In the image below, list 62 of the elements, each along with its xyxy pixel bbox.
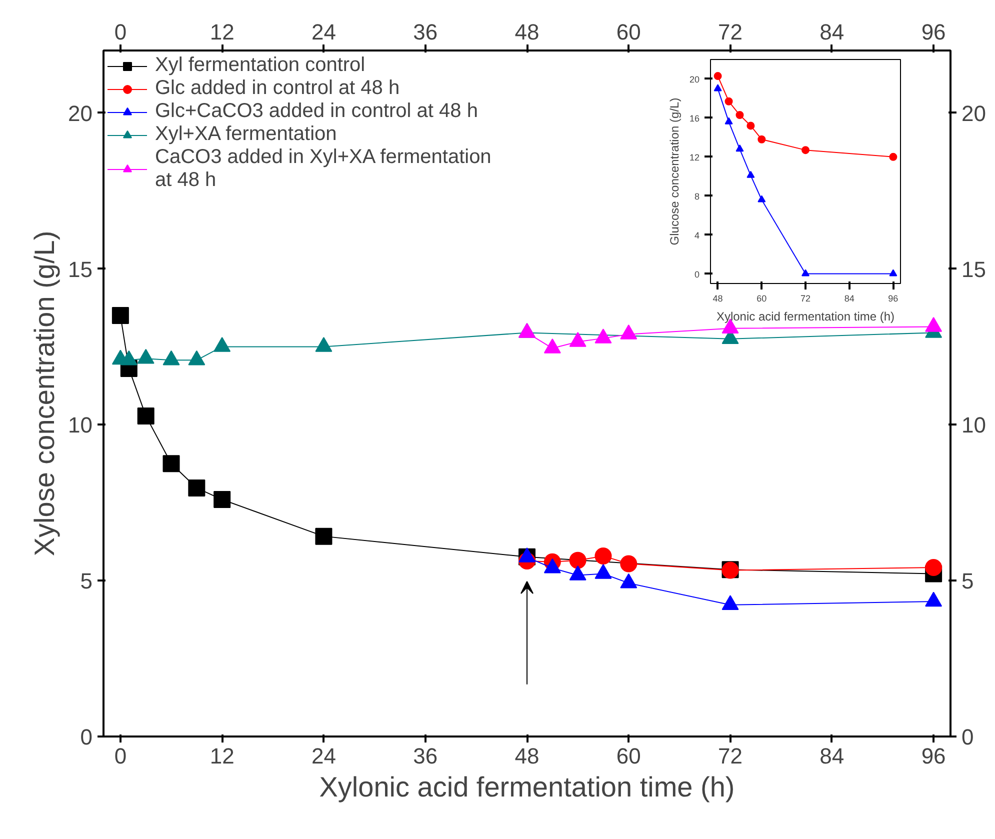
x2-tick-label: 24 bbox=[311, 744, 336, 768]
y-tick-label: 5 bbox=[80, 568, 93, 594]
x-tick-label: 60 bbox=[616, 20, 641, 44]
y-tick-label: 12 bbox=[689, 152, 700, 162]
point bbox=[724, 97, 733, 106]
x2-tick-label: 0 bbox=[114, 744, 127, 768]
y-axis-title: Glucose concentration (g/L) bbox=[667, 98, 682, 246]
point bbox=[802, 146, 810, 154]
point bbox=[802, 269, 810, 276]
x-axis-title: Xylonic acid fermentation time (h) bbox=[716, 310, 895, 324]
x2-tick-label: 60 bbox=[616, 744, 641, 768]
point bbox=[758, 195, 766, 202]
x2-tick-label: 48 bbox=[514, 744, 540, 768]
x2-tick-label: 84 bbox=[820, 744, 844, 768]
y-tick-label: 0 bbox=[80, 724, 93, 750]
legend-label: Glc added in control at 48 h bbox=[155, 77, 400, 100]
y-tick-label: 20 bbox=[68, 100, 93, 126]
x-tick-label: 48 bbox=[712, 294, 723, 304]
point bbox=[889, 152, 898, 161]
point bbox=[889, 269, 898, 276]
point bbox=[714, 84, 722, 92]
y-tick-label: 4 bbox=[694, 230, 700, 240]
x-tick-label: 84 bbox=[844, 294, 854, 304]
y-tick-label: 0 bbox=[694, 269, 700, 280]
x-tick-label: 0 bbox=[114, 20, 127, 44]
y2-tick-label: 10 bbox=[962, 412, 986, 438]
x-tick-label: 72 bbox=[800, 294, 811, 304]
legend-label: CaCO3 added in Xyl+XA fermentation at 48 h bbox=[155, 146, 492, 192]
x-tick-label: 24 bbox=[311, 20, 336, 44]
point bbox=[736, 144, 744, 152]
y-tick-label: 20 bbox=[689, 74, 700, 84]
x-tick-label: 96 bbox=[888, 294, 898, 304]
point bbox=[746, 122, 755, 130]
y-tick-label: 8 bbox=[694, 191, 700, 202]
y2-tick-label: 20 bbox=[962, 100, 986, 126]
x-axis-title: Xylonic acid fermentation time (h) bbox=[319, 772, 735, 802]
x-tick-label: 84 bbox=[820, 20, 844, 44]
x-tick-label: 36 bbox=[413, 20, 438, 44]
x-tick-label: 60 bbox=[756, 294, 767, 304]
y2-tick-label: 0 bbox=[962, 724, 974, 750]
y-tick-label: 10 bbox=[68, 412, 93, 438]
point bbox=[758, 135, 766, 144]
y-tick-label: 16 bbox=[689, 113, 700, 124]
point bbox=[746, 170, 755, 178]
x2-tick-label: 96 bbox=[921, 744, 946, 768]
x2-tick-label: 12 bbox=[210, 744, 234, 768]
x2-tick-label: 72 bbox=[718, 744, 743, 768]
point bbox=[736, 111, 744, 120]
x-tick-label: 96 bbox=[921, 20, 946, 44]
point bbox=[724, 117, 733, 124]
x-tick-label: 72 bbox=[718, 20, 743, 44]
x-tick-label: 48 bbox=[514, 20, 540, 44]
legend-label: Glc+CaCO3 added in control at 48 h bbox=[155, 100, 478, 123]
y2-tick-label: 5 bbox=[962, 568, 974, 594]
y-tick-label: 15 bbox=[68, 256, 93, 282]
legend-label: Xyl+XA fermentation bbox=[155, 123, 337, 146]
y2-tick-label: 15 bbox=[962, 256, 986, 282]
y-axis-title: Xylose concentration (g/L) bbox=[29, 230, 60, 556]
legend-label: Xyl fermentation control bbox=[155, 54, 366, 77]
point bbox=[714, 72, 722, 80]
x-tick-label: 12 bbox=[210, 20, 234, 44]
x2-tick-label: 36 bbox=[413, 744, 438, 768]
